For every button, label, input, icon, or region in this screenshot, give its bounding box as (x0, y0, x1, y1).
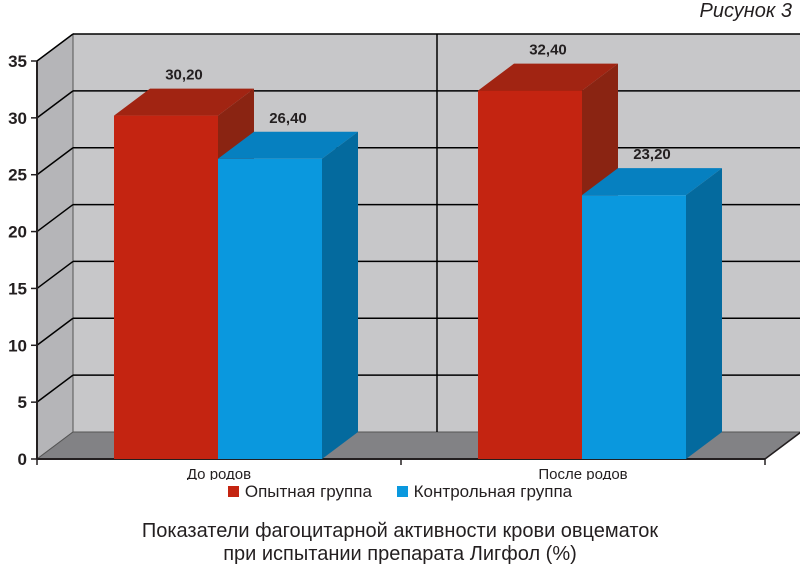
chart: 0 5 10 15 20 25 30 35 До родов 30,20 26,40 После р… (8, 33, 800, 480)
y-tick-label: 30 (8, 109, 27, 128)
gridline-side (36, 33, 74, 62)
figure-label: Рисунок 3 (699, 0, 793, 22)
bar-top-1-1 (114, 88, 254, 116)
legend-item-series-1: Опытная группа (227, 482, 372, 502)
caption-line-1: Показатели фагоцитарной активности крови… (141, 520, 659, 542)
data-label-2-2: 23,20 (633, 146, 671, 163)
gridline-side (36, 203, 74, 233)
gridline-side (36, 90, 74, 119)
y-tick-label: 35 (8, 52, 27, 71)
bar-top-1-2 (478, 63, 618, 91)
bar-1-2 (478, 90, 582, 460)
y-tick-label: 25 (8, 166, 27, 185)
data-label-2-1: 26,40 (269, 110, 307, 127)
y-tick-label: 10 (8, 336, 27, 355)
chart-bars (114, 63, 722, 460)
legend-label-series-1: Опытная группа (244, 482, 372, 501)
legend-swatch-series-1 (227, 486, 239, 497)
gridline-side (36, 317, 74, 346)
y-tick-label: 20 (8, 223, 27, 242)
bar-side-2-2 (686, 168, 722, 459)
legend-item-series-2: Контрольная группа (396, 482, 573, 502)
bar-2-2 (582, 195, 686, 459)
x-tick-label: До родов (187, 466, 251, 480)
bar-side-2-1 (322, 131, 358, 459)
caption-line-2: при испытании препарата Лигфол (%) (223, 543, 577, 565)
chart-caption: Показатели фагоцитарной активности крови… (0, 520, 800, 566)
y-tick-label: 0 (18, 450, 27, 469)
bar-top-2-1 (218, 131, 358, 159)
gridline-side (36, 374, 74, 403)
legend-label-series-2: Контрольная группа (413, 482, 573, 501)
x-tick-label: После родов (538, 466, 627, 480)
gridline-side (36, 147, 74, 176)
data-label-1-1: 30,20 (165, 67, 203, 84)
legend-swatch-series-2 (396, 486, 408, 497)
y-tick-label: 15 (8, 279, 27, 298)
side-wall (36, 33, 74, 460)
bar-1-1 (114, 115, 218, 459)
gridline-side (36, 260, 74, 290)
chart-labels: До родов 30,20 26,40 После родов 32,40 23,20 (165, 42, 671, 480)
bar-top-2-2 (582, 168, 722, 196)
data-label-1-2: 32,40 (529, 42, 567, 59)
legend: Опытная группа Контрольная группа (0, 482, 800, 502)
y-tick-label: 5 (18, 393, 27, 412)
x-axis-depth (764, 431, 800, 460)
bar-2-1 (218, 158, 322, 459)
